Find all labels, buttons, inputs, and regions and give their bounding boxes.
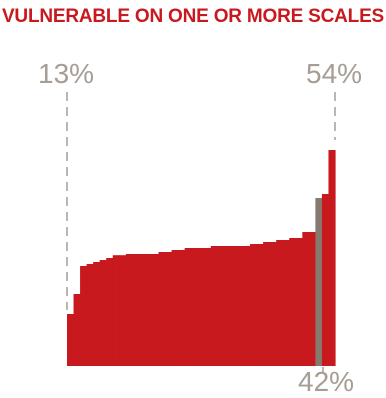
min-value-label: 13%: [38, 58, 95, 89]
bar: [80, 266, 88, 366]
bar: [243, 246, 251, 366]
bar: [99, 260, 107, 366]
bar: [197, 248, 205, 366]
bar: [289, 238, 297, 366]
bar: [151, 254, 160, 366]
bar: [145, 254, 153, 366]
bar: [106, 258, 114, 366]
bar: [328, 150, 336, 366]
bar: [295, 238, 303, 366]
bar: [158, 252, 166, 366]
bar: [67, 314, 75, 366]
bar: [132, 254, 140, 366]
bar: [308, 232, 316, 366]
highlight-value-label: 42%: [298, 366, 355, 397]
bar: [191, 248, 199, 366]
bar: [138, 254, 147, 366]
highlight-bar: [315, 198, 323, 366]
bar: [263, 242, 271, 366]
bar: [93, 262, 101, 366]
bar: [217, 246, 225, 366]
bar: [184, 248, 192, 366]
max-value-label: 54%: [306, 58, 363, 89]
bar: [236, 246, 245, 366]
bar: [178, 250, 186, 366]
bar: [204, 248, 212, 366]
bar: [269, 242, 277, 366]
bar: [112, 255, 120, 366]
bar: [250, 244, 258, 366]
bar: [210, 246, 218, 366]
bar: [73, 294, 81, 366]
chart-title: VULNERABLE ON ONE OR MORE SCALES: [1, 6, 385, 27]
bar: [86, 264, 94, 366]
bar: [302, 232, 310, 366]
bar: [321, 194, 330, 366]
bar: [276, 240, 284, 366]
bar: [223, 246, 232, 366]
bar: [165, 252, 173, 366]
bar: [230, 246, 238, 366]
bar: [125, 254, 133, 366]
bar: [256, 244, 264, 366]
bar: [171, 250, 179, 366]
bar: [119, 255, 127, 366]
bar-series: [67, 150, 336, 366]
bar: [282, 240, 290, 366]
